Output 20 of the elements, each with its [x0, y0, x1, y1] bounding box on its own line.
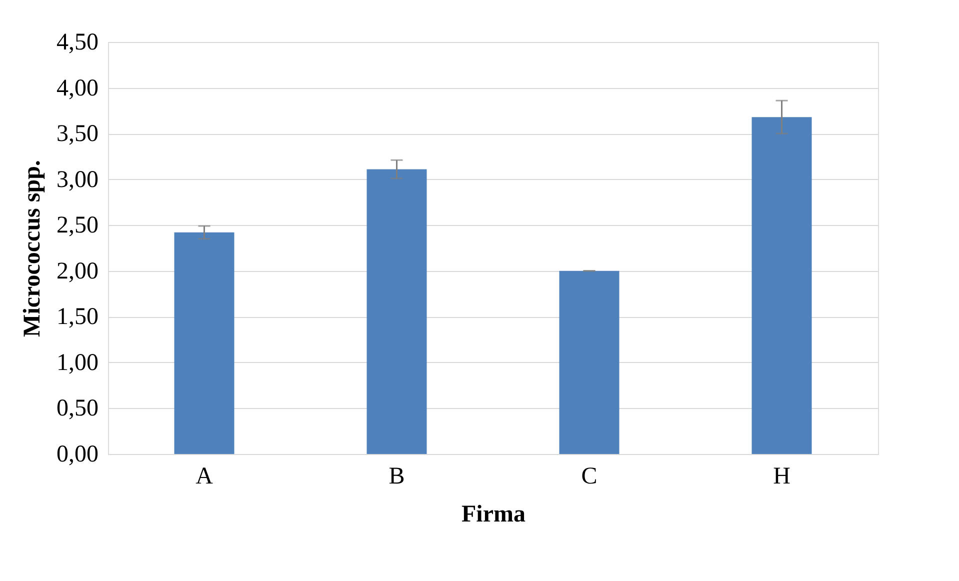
- bar: [559, 270, 620, 454]
- y-tick-label: 0,00: [56, 442, 98, 468]
- y-tick-label: 2,00: [56, 258, 98, 284]
- y-tick-label: 4,00: [56, 75, 98, 102]
- y-tick-label: 0,50: [56, 396, 98, 422]
- y-tick-label: 2,50: [56, 212, 98, 239]
- bar: [174, 232, 234, 454]
- y-tick-label: 4,50: [56, 30, 98, 56]
- y-tick-label: 3,00: [56, 166, 98, 193]
- y-axis-title: Micrococcus spp.: [20, 160, 46, 337]
- x-tick-label: A: [196, 464, 214, 490]
- bar: [752, 117, 812, 454]
- x-tick-label: H: [773, 464, 790, 490]
- x-tick-label: B: [388, 464, 405, 490]
- y-tick-label: 1,50: [56, 304, 98, 330]
- y-tick-label: 3,50: [56, 121, 98, 148]
- x-tick-label: C: [581, 464, 598, 490]
- x-axis-title: Firma: [462, 502, 526, 528]
- y-tick-label: 1,00: [56, 350, 98, 376]
- bar: [366, 169, 427, 454]
